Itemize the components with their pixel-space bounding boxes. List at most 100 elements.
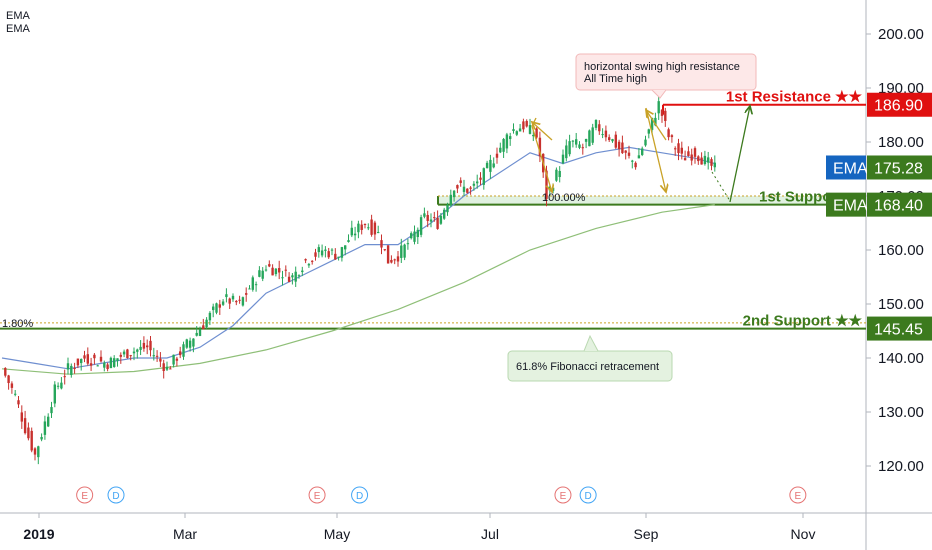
candle-body: [320, 250, 324, 256]
candle-body: [446, 204, 449, 213]
event-circle: [308, 486, 326, 504]
candle: [80, 358, 83, 371]
candle: [390, 255, 393, 264]
candle: [377, 225, 380, 234]
y-tick-label: 150.00: [878, 296, 924, 313]
candle: [588, 129, 591, 147]
candle-body: [27, 427, 30, 439]
candle: [245, 287, 248, 302]
candle: [70, 363, 73, 378]
candle: [360, 220, 363, 235]
candle: [132, 347, 136, 361]
candle: [459, 177, 462, 187]
candle-body: [502, 138, 505, 152]
candle-body: [248, 288, 251, 290]
candle-body: [449, 194, 452, 206]
event-circle: [351, 486, 369, 504]
candle-body: [119, 354, 122, 357]
candle-body: [479, 177, 482, 180]
candle-body: [278, 268, 281, 273]
candle: [231, 293, 235, 302]
candle-body: [47, 416, 50, 427]
fib-note-text: 61.8% Fibonacci retracement: [516, 361, 659, 373]
event-marker[interactable]: E: [308, 486, 326, 504]
candle: [446, 202, 449, 216]
time-axis[interactable]: 2019 Mar May Jul Sep Nov: [23, 513, 815, 542]
candle-body: [192, 338, 195, 347]
event-marker[interactable]: E: [76, 486, 94, 504]
event-marker[interactable]: E: [554, 486, 572, 504]
candle-body: [317, 247, 320, 253]
candle: [509, 132, 512, 146]
y-tick-label: 130.00: [878, 404, 924, 421]
candle-body: [96, 365, 99, 367]
candle-body: [512, 129, 515, 131]
candle-body: [212, 306, 215, 311]
candle: [485, 160, 489, 169]
candle-body: [139, 346, 142, 350]
candle: [443, 207, 446, 220]
candle-body: [683, 158, 687, 161]
event-circle: [579, 486, 597, 504]
candle: [20, 405, 23, 429]
candle-body: [185, 339, 188, 348]
candle: [611, 138, 614, 143]
candle-body: [584, 138, 588, 142]
candle-body: [188, 340, 192, 348]
candle: [472, 181, 476, 191]
candle-body: [571, 140, 575, 142]
event-marker[interactable]: D: [107, 486, 125, 504]
candle: [624, 150, 627, 160]
candle: [413, 225, 416, 245]
event-marker[interactable]: E: [789, 486, 807, 504]
candle: [578, 141, 581, 150]
candle-body: [565, 145, 568, 159]
candle: [165, 361, 169, 371]
candle: [707, 151, 710, 170]
candle-body: [403, 244, 406, 258]
event-marker[interactable]: D: [351, 486, 369, 504]
candle-body: [271, 267, 274, 276]
event-marker[interactable]: D: [579, 486, 597, 504]
candle: [403, 243, 406, 261]
candle: [192, 338, 195, 353]
candle: [202, 318, 205, 330]
ema-tag-2-label-bg: [826, 192, 866, 217]
candle: [172, 354, 175, 368]
first-support-label: 1st Suppo: [759, 189, 832, 206]
candle: [373, 220, 377, 240]
support-zone: [438, 196, 866, 205]
candle-body: [264, 269, 268, 271]
candle: [76, 358, 80, 369]
candle-body: [268, 264, 271, 267]
candle-body: [522, 121, 525, 130]
candle: [139, 340, 142, 356]
candle-body: [136, 349, 139, 352]
candle-body: [664, 110, 667, 121]
candle: [558, 166, 561, 183]
candle-body: [515, 131, 518, 135]
candle-body: [307, 264, 311, 266]
candle-body: [304, 259, 307, 261]
candle: [175, 356, 179, 367]
resistance-label: 1st Resistance ★★: [726, 89, 863, 106]
candle-body: [221, 301, 225, 305]
candle: [254, 281, 258, 292]
candle: [182, 341, 185, 360]
candle-body: [518, 128, 522, 132]
candle-body: [644, 139, 647, 146]
candle-body: [231, 295, 235, 300]
candle-body: [337, 256, 340, 258]
candle-body: [66, 363, 70, 370]
candle: [30, 427, 33, 453]
candle: [660, 109, 664, 123]
candle: [538, 131, 542, 163]
candle-body: [182, 344, 185, 357]
candle: [4, 367, 7, 378]
candle: [268, 260, 271, 268]
candle-body: [594, 119, 598, 128]
